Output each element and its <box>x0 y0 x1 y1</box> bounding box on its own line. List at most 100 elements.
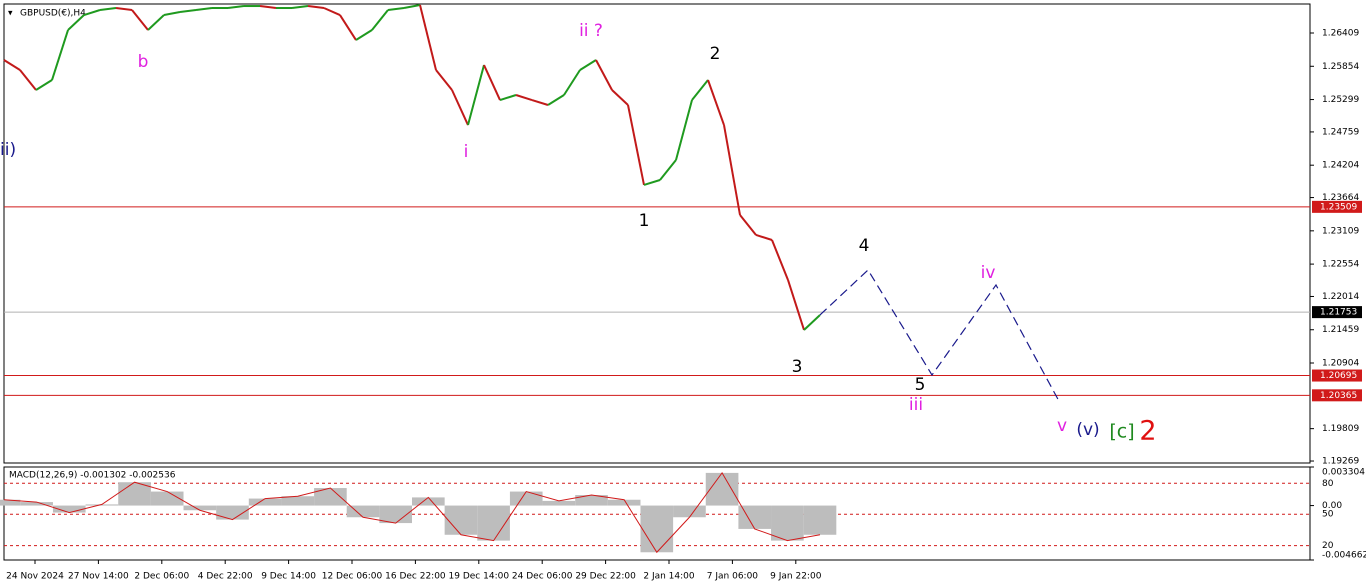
wave-label: [c] <box>1109 421 1134 443</box>
x-tick-label: 12 Dec 06:00 <box>322 572 383 582</box>
macd-bar <box>509 491 543 506</box>
macd-bar <box>444 505 478 535</box>
price-segment <box>435 69 453 91</box>
price-segment <box>259 5 277 10</box>
price-segment <box>611 89 629 106</box>
price-segment <box>67 14 85 31</box>
price-segment <box>787 279 805 331</box>
price-segment <box>387 7 405 11</box>
price-segment <box>723 124 741 216</box>
price-segment <box>291 5 309 10</box>
y-tick-label: 1.23664 <box>1322 193 1359 203</box>
projection-line <box>819 269 1061 404</box>
x-tick-label: 29 Dec 22:00 <box>575 572 636 582</box>
macd-signal <box>3 471 821 554</box>
wave-label: ii) <box>0 140 16 160</box>
dropdown-icon[interactable]: ▾ <box>8 9 13 19</box>
wave-label: 4 <box>859 236 870 256</box>
price-segment <box>515 94 533 101</box>
macd-bar <box>346 505 380 518</box>
price-segment <box>739 214 757 236</box>
macd-bar <box>640 505 674 553</box>
price-segment <box>563 69 581 96</box>
macd-tick-label: 0.003304 <box>1322 468 1365 478</box>
macd-bar <box>150 491 184 506</box>
price-level-label: 1.20695 <box>1320 371 1357 381</box>
main-panel <box>3 3 1311 464</box>
price-segment <box>179 9 197 14</box>
symbol-title: GBPUSD(€),H4 <box>20 9 86 19</box>
price-segment <box>307 5 325 10</box>
macd-bar <box>575 495 608 506</box>
y-tick-label: 1.19269 <box>1322 457 1359 467</box>
macd-bar <box>705 472 739 506</box>
price-segment <box>579 59 597 71</box>
macd-bar <box>379 505 412 524</box>
macd-bar <box>803 505 837 535</box>
x-tick-label: 16 Dec 22:00 <box>385 572 446 582</box>
y-tick-label: 1.22554 <box>1322 260 1359 270</box>
price-segment <box>115 7 133 11</box>
macd-bar <box>85 504 119 506</box>
price-segment <box>803 314 821 331</box>
wave-label: ii ? <box>579 21 603 41</box>
y-tick-label: 1.21459 <box>1322 325 1359 335</box>
wave-label: 2 <box>710 44 721 64</box>
price-level-tag <box>1312 200 1362 213</box>
macd-tick-label: -0.004662 <box>1322 551 1366 561</box>
y-tick-label: 1.25299 <box>1322 95 1359 105</box>
price-segment <box>323 7 341 16</box>
x-tick-label: 19 Dec 14:00 <box>449 572 510 582</box>
price-segment <box>675 99 693 161</box>
price-segment <box>643 179 661 186</box>
price-segment <box>3 59 21 71</box>
price-segment <box>419 4 437 71</box>
price-segment <box>371 9 389 31</box>
wave-label: 3 <box>792 357 803 377</box>
x-tick-label: 2 Dec 06:00 <box>134 572 189 582</box>
macd-bar <box>216 505 249 520</box>
price-segment <box>467 64 485 126</box>
macd-bar <box>771 505 804 541</box>
y-tick-label: 1.22014 <box>1322 292 1359 302</box>
x-tick-label: 24 Dec 06:00 <box>512 572 573 582</box>
y-tick-label: 1.24204 <box>1322 161 1359 171</box>
price-segment <box>707 79 725 126</box>
macd-title: MACD(12,26,9) -0.001302 -0.002536 <box>9 471 176 481</box>
macd-bar <box>412 497 445 506</box>
macd-bar <box>248 498 282 506</box>
wave-label: 1 <box>639 211 650 231</box>
x-tick-label: 7 Jan 06:00 <box>707 572 759 582</box>
price-segment <box>531 99 549 106</box>
x-tick-label: 9 Jan 22:00 <box>770 572 822 582</box>
y-tick-label: 1.20904 <box>1322 359 1359 369</box>
macd-bar <box>477 505 510 541</box>
price-segment <box>83 9 101 16</box>
price-level-tag <box>1312 306 1362 319</box>
y-tick-label: 1.26409 <box>1322 29 1359 39</box>
price-segment <box>163 11 181 17</box>
price-segment <box>19 69 37 91</box>
wave-label: iii <box>909 395 923 415</box>
macd-tick-label: 0.00 <box>1322 501 1342 511</box>
price-segment <box>355 29 373 41</box>
wave-label: (v) <box>1076 420 1099 440</box>
price-segment <box>483 64 501 101</box>
macd-bar <box>738 505 772 529</box>
x-tick-label: 9 Dec 14:00 <box>261 572 316 582</box>
price-segment <box>99 7 117 11</box>
macd-bar <box>607 499 641 506</box>
price-level-tag <box>1312 389 1362 402</box>
price-segment <box>755 234 773 241</box>
macd-bar <box>542 500 576 506</box>
macd-bar <box>0 499 21 506</box>
y-tick-label: 1.24759 <box>1322 127 1359 137</box>
x-tick-label: 4 Dec 22:00 <box>198 572 253 582</box>
price-segment <box>627 104 645 186</box>
price-segment <box>595 59 613 91</box>
wave-label: b <box>138 52 149 72</box>
macd-bar <box>183 505 217 511</box>
x-tick-label: 24 Nov 2024 <box>6 572 64 582</box>
macd-bar <box>314 488 347 506</box>
